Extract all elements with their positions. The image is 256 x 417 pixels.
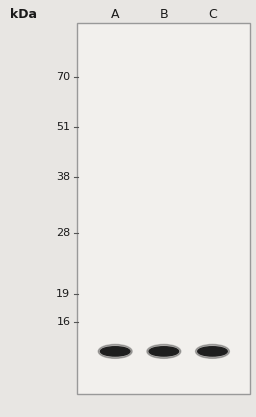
Ellipse shape (147, 344, 181, 358)
Text: 19: 19 (56, 289, 70, 299)
Text: 70: 70 (56, 72, 70, 82)
Text: A: A (111, 8, 120, 21)
Ellipse shape (196, 344, 229, 358)
Ellipse shape (98, 344, 132, 358)
FancyBboxPatch shape (77, 23, 250, 394)
Text: kDa: kDa (10, 8, 37, 21)
Text: 38: 38 (56, 172, 70, 182)
Ellipse shape (198, 347, 227, 356)
Text: 16: 16 (56, 317, 70, 327)
Ellipse shape (100, 347, 130, 356)
Text: C: C (208, 8, 217, 21)
Ellipse shape (149, 347, 179, 356)
Text: B: B (159, 8, 168, 21)
Text: 28: 28 (56, 228, 70, 238)
Text: 51: 51 (56, 122, 70, 132)
